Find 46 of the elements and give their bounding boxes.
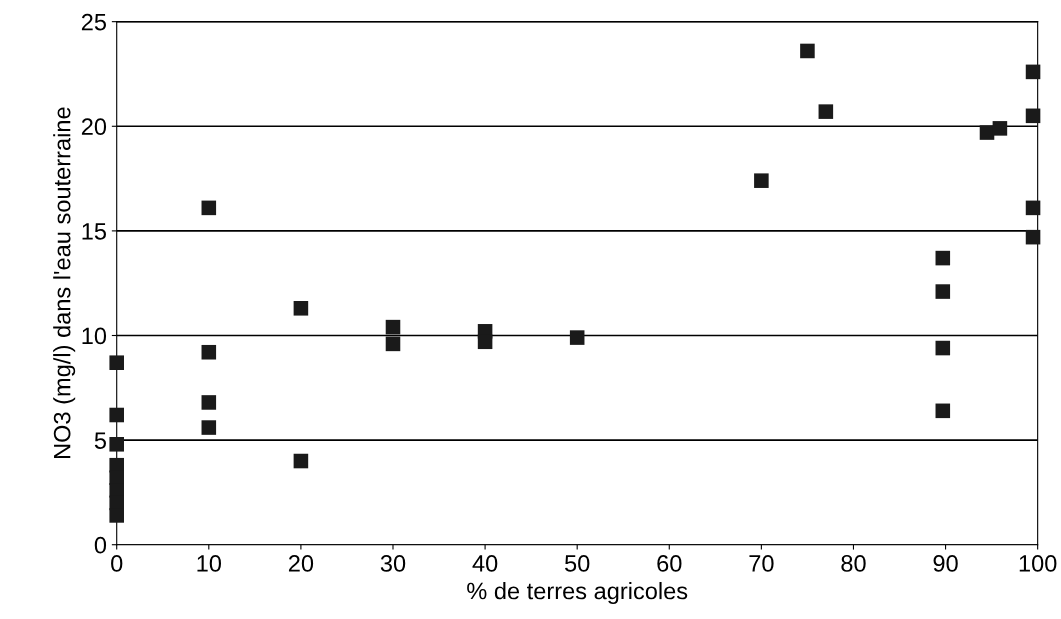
point: [201, 344, 217, 360]
y-tick-label: 20: [81, 118, 107, 136]
point: [201, 395, 217, 410]
x-tick-label: 50: [565, 555, 590, 572]
point: [1025, 64, 1041, 80]
point: [992, 121, 1008, 136]
point: [1025, 200, 1041, 216]
x-tick-label: 20: [288, 555, 314, 572]
point: [979, 125, 995, 140]
y-tick-label: 10: [82, 327, 107, 345]
point: [935, 403, 951, 419]
x-tick-label: 30: [380, 555, 406, 572]
point: [385, 336, 401, 352]
y-tick-label: 5: [94, 432, 106, 449]
point: [935, 284, 951, 299]
point: [800, 43, 815, 59]
x-tick-label: 10: [197, 555, 222, 572]
point: [385, 319, 401, 335]
point: [1025, 108, 1041, 124]
point: [293, 301, 309, 316]
y-tick-label: 0: [94, 536, 107, 554]
x-tick-label: 60: [657, 555, 682, 572]
point: [935, 250, 951, 266]
x-tick-label: 40: [472, 555, 498, 572]
x-tick-label: 80: [841, 555, 866, 572]
point: [109, 508, 124, 523]
x-tick-label: 100: [1019, 555, 1057, 572]
point: [477, 334, 493, 350]
point: [818, 104, 834, 119]
point: [109, 407, 124, 423]
point: [293, 453, 309, 469]
x-tick-label: 0: [111, 555, 123, 572]
point: [754, 173, 769, 188]
point: [1025, 229, 1041, 245]
x-tick-label: 90: [933, 555, 958, 572]
point: [201, 200, 217, 216]
y-axis-title: NO3 (mg/l) dans l'eau souterraine: [53, 107, 76, 459]
x-axis-title: % de terres agricoles: [467, 582, 688, 605]
y-tick-label: 15: [82, 223, 106, 240]
point: [201, 420, 217, 435]
point: [935, 340, 951, 356]
x-tick-label: 70: [749, 555, 774, 572]
point: [569, 330, 585, 345]
point: [109, 437, 124, 452]
point: [109, 355, 124, 370]
y-tick-label: 25: [81, 13, 106, 31]
